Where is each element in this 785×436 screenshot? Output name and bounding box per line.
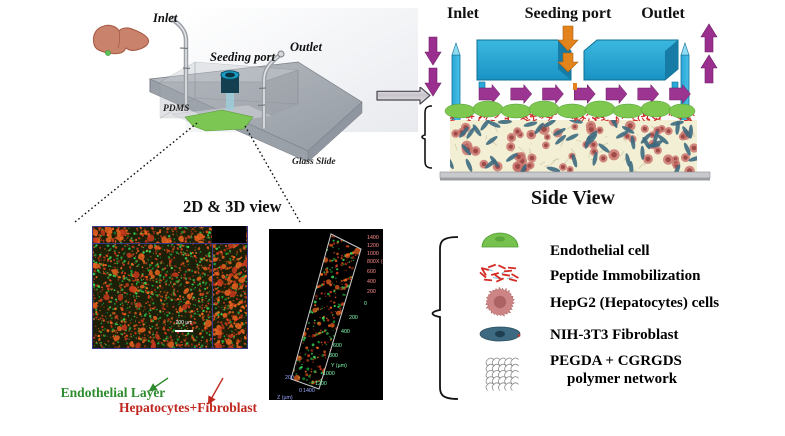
svg-text:800X (µm): 800X (µm) (367, 259, 383, 265)
svg-text:Inlet: Inlet (447, 5, 480, 22)
svg-text:Endothelial cell: Endothelial cell (550, 243, 650, 259)
svg-text:2D & 3D view: 2D & 3D view (183, 197, 282, 216)
svg-text:200: 200 (349, 315, 358, 321)
svg-text:PDMS: PDMS (163, 104, 189, 114)
svg-text:0: 0 (364, 301, 367, 307)
svg-text:Endothelial Layer: Endothelial Layer (61, 385, 166, 400)
svg-text:600: 600 (367, 269, 376, 275)
svg-text:NIH-3T3 Fibroblast: NIH-3T3 Fibroblast (550, 327, 679, 343)
svg-text:PEGDA + CGRGDS: PEGDA + CGRGDS (550, 353, 682, 369)
svg-text:Seeding port: Seeding port (525, 5, 612, 22)
svg-text:Side View: Side View (531, 187, 615, 209)
svg-text:Outlet: Outlet (641, 5, 685, 22)
svg-text:1000: 1000 (367, 251, 379, 257)
svg-text:polymer network: polymer network (567, 371, 678, 387)
svg-text:Peptide Immobilization: Peptide Immobilization (550, 268, 701, 284)
svg-text:600: 600 (333, 343, 342, 349)
svg-text:1400: 1400 (367, 235, 379, 241)
svg-text:Seeding port: Seeding port (210, 50, 275, 64)
svg-text:400: 400 (367, 279, 376, 285)
svg-text:Inlet: Inlet (152, 11, 178, 25)
svg-text:1200: 1200 (367, 243, 379, 249)
svg-text:200: 200 (367, 289, 376, 295)
svg-text:Glass Slide: Glass Slide (292, 157, 336, 167)
svg-text:Hepatocytes+Fibroblast: Hepatocytes+Fibroblast (119, 400, 257, 415)
svg-text:HepG2 (Hepatocytes) cells: HepG2 (Hepatocytes) cells (550, 295, 719, 311)
svg-text:Outlet: Outlet (290, 40, 322, 54)
svg-text:400: 400 (341, 329, 350, 335)
